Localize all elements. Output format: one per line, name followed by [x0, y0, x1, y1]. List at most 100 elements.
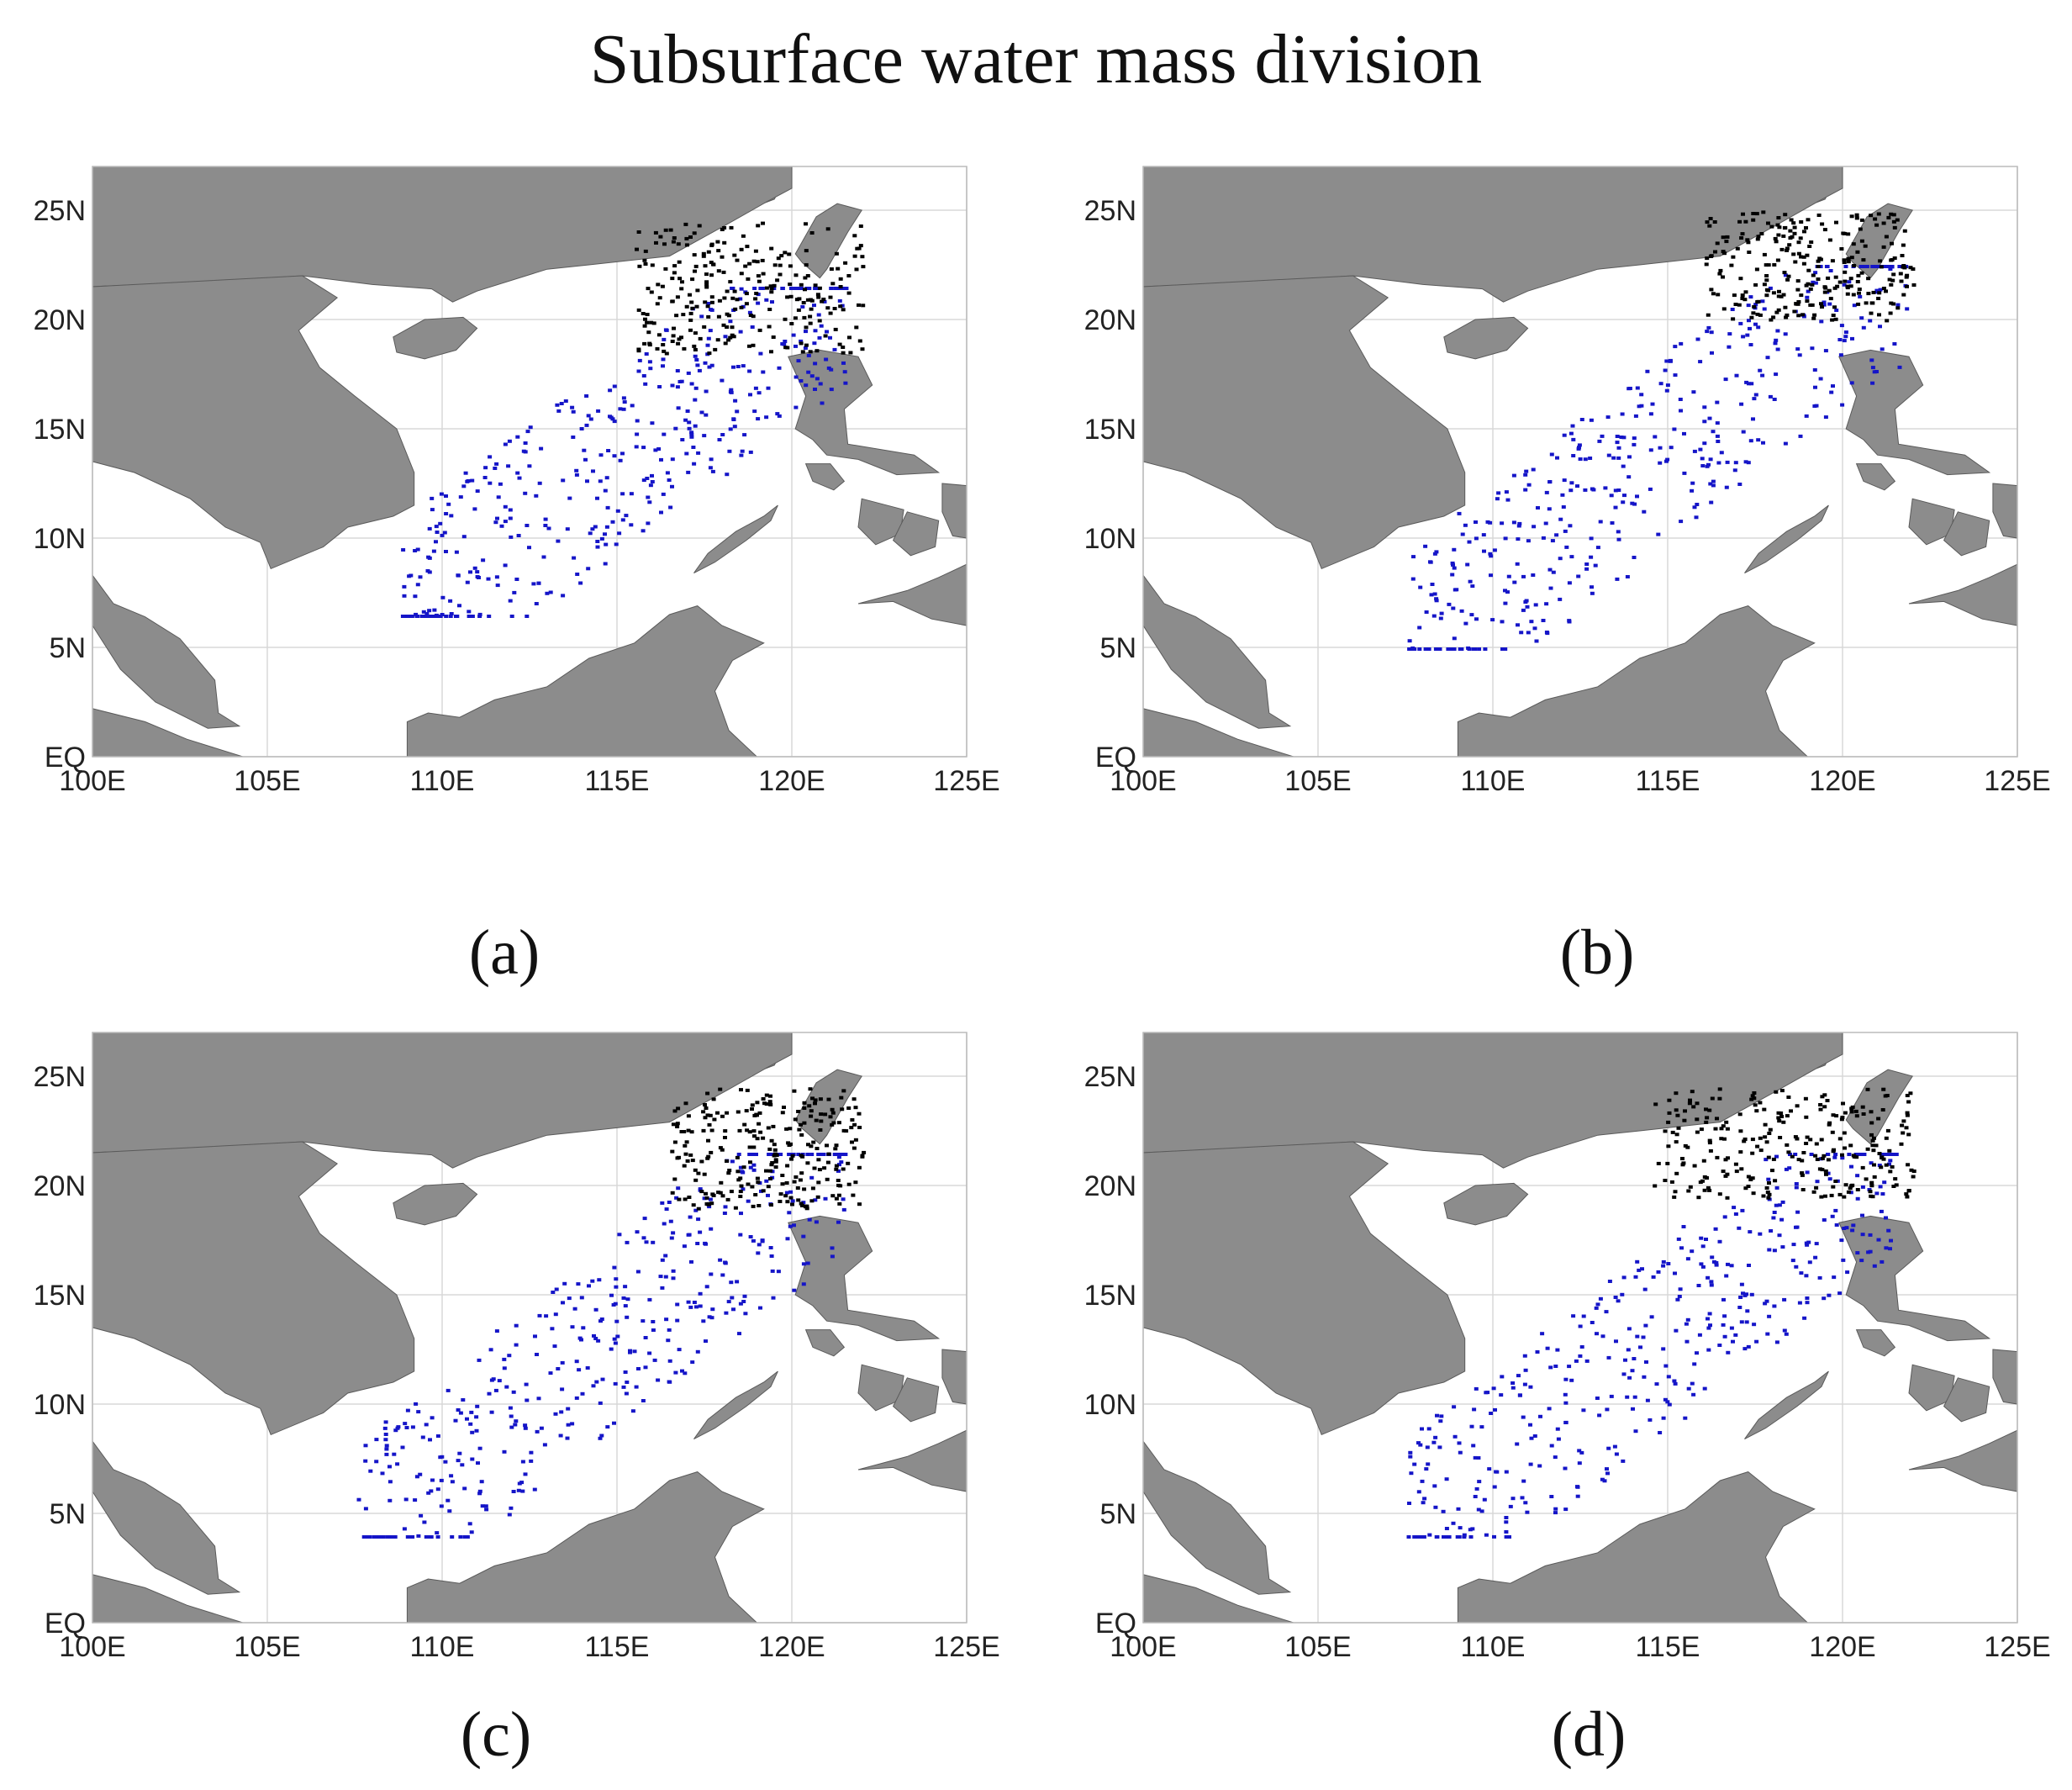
blue-data-point: [1450, 561, 1455, 565]
blue-data-point: [1823, 349, 1828, 353]
blue-data-point: [650, 421, 655, 425]
blue-data-point: [730, 1296, 735, 1300]
land-mindoro: [1855, 463, 1896, 491]
black-data-point: [1906, 1163, 1911, 1167]
y-tick-label-20N: 20N: [34, 304, 86, 336]
blue-data-point: [1577, 446, 1581, 450]
black-data-point: [1869, 1194, 1874, 1198]
blue-data-point: [465, 1417, 469, 1421]
black-data-point: [788, 1127, 793, 1131]
black-data-point: [780, 1174, 785, 1177]
black-data-point: [828, 295, 833, 299]
blue-data-point: [738, 1302, 743, 1306]
blue-data-point: [1621, 1459, 1626, 1463]
blue-data-point: [374, 1535, 378, 1539]
x-tick-label-125E: 125E: [1984, 1631, 2050, 1663]
blue-data-point: [382, 1426, 388, 1430]
blue-data-point: [746, 1199, 751, 1203]
blue-data-point: [1553, 1365, 1558, 1368]
black-data-point: [1814, 1185, 1819, 1190]
blue-data-point: [737, 1332, 741, 1336]
blue-data-point: [688, 1305, 693, 1309]
blue-data-point: [751, 1168, 757, 1172]
black-data-point: [1749, 1097, 1754, 1101]
black-data-point: [668, 228, 673, 232]
black-data-point: [804, 222, 808, 226]
blue-data-point: [647, 360, 652, 364]
blue-data-point: [723, 335, 728, 339]
blue-data-point: [539, 1426, 544, 1430]
blue-data-point: [635, 432, 640, 436]
black-data-point: [1656, 1161, 1661, 1165]
black-data-point: [703, 264, 708, 268]
black-data-point: [1834, 1114, 1839, 1118]
blue-data-point: [618, 407, 623, 411]
x-tick-label-105E: 105E: [234, 765, 300, 797]
blue-data-point: [689, 430, 694, 435]
black-data-point: [1869, 1180, 1874, 1185]
blue-data-point: [1673, 1381, 1678, 1386]
blue-data-point: [1563, 1392, 1568, 1397]
black-data-point: [1820, 1095, 1825, 1099]
blue-data-point: [1499, 1393, 1504, 1397]
blue-data-point: [574, 1360, 579, 1364]
black-data-point: [709, 1201, 714, 1206]
black-data-point: [858, 244, 863, 248]
blue-data-point: [1722, 1334, 1727, 1339]
blue-data-point: [1616, 488, 1621, 492]
black-data-point: [641, 312, 646, 315]
land-malay-peninsula: [1142, 573, 1292, 729]
black-data-point: [1673, 1190, 1678, 1194]
blue-data-point: [572, 556, 577, 560]
blue-data-point: [1504, 1530, 1509, 1534]
blue-data-point: [818, 382, 823, 386]
blue-data-point: [561, 478, 566, 483]
black-data-point: [1869, 1184, 1874, 1188]
land-hainan: [393, 316, 478, 360]
black-data-point: [1911, 1175, 1916, 1179]
black-data-point: [1732, 293, 1737, 298]
blue-data-point: [1721, 1323, 1726, 1327]
black-data-point: [812, 1166, 817, 1170]
blue-data-point: [1774, 1185, 1779, 1190]
black-data-point: [755, 1113, 759, 1117]
black-data-point: [1830, 1130, 1835, 1134]
black-data-point: [852, 234, 857, 238]
blue-data-point: [356, 1497, 361, 1502]
blue-data-point: [442, 531, 447, 535]
blue-data-point: [1839, 1238, 1844, 1243]
blue-data-point: [1584, 562, 1590, 566]
blue-data-point: [1543, 521, 1548, 525]
black-data-point: [1745, 238, 1750, 242]
black-data-point: [1801, 261, 1806, 266]
blue-data-point: [1859, 1259, 1864, 1263]
black-data-point: [1751, 212, 1756, 215]
black-data-point: [1771, 315, 1776, 319]
blue-data-point: [527, 464, 532, 468]
blue-data-point: [1545, 1346, 1550, 1350]
blue-data-point: [820, 401, 825, 405]
black-data-point: [1874, 1143, 1879, 1148]
blue-data-point: [1850, 336, 1854, 341]
blue-data-point: [496, 495, 501, 499]
blue-data-point: [614, 1277, 619, 1281]
black-data-point: [1687, 1101, 1692, 1106]
black-data-point: [1904, 1126, 1909, 1130]
blue-data-point: [444, 512, 449, 515]
black-data-point: [1682, 1118, 1687, 1122]
black-data-point: [779, 254, 784, 258]
blue-data-point: [470, 478, 475, 483]
black-data-point: [1837, 1137, 1843, 1141]
blue-data-point: [1508, 1504, 1513, 1508]
black-data-point: [793, 316, 798, 320]
blue-data-point: [783, 340, 788, 343]
blue-data-point: [764, 1179, 769, 1183]
blue-data-point: [1747, 1264, 1751, 1267]
blue-data-point: [1511, 520, 1516, 525]
blue-data-point: [617, 531, 622, 536]
blue-data-point: [644, 352, 649, 356]
black-data-point: [799, 341, 804, 346]
blue-data-point: [705, 343, 710, 347]
black-data-point: [1843, 1111, 1848, 1115]
black-data-point: [1837, 1192, 1843, 1196]
